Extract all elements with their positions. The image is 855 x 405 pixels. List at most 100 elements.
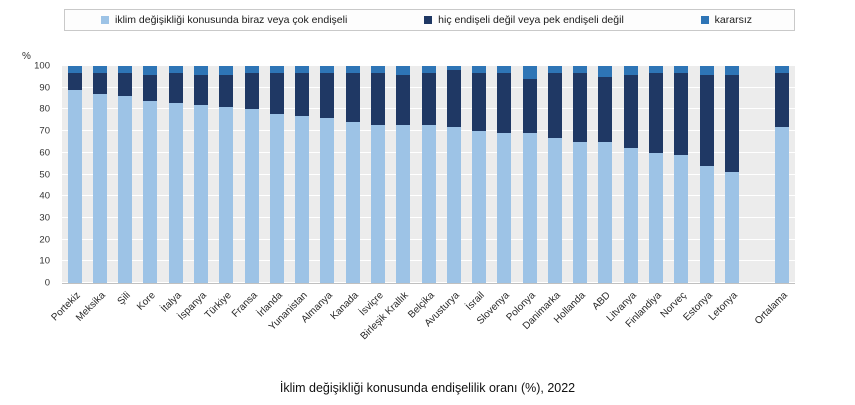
bar-segment — [648, 72, 663, 153]
bar-segment — [244, 66, 259, 73]
y-tick-label: 0 — [44, 277, 50, 289]
bar-segment — [724, 74, 739, 173]
y-tick-label: 60 — [39, 147, 50, 159]
bar-segment — [598, 76, 613, 142]
bar-segment — [522, 66, 537, 80]
bar-segment — [674, 154, 689, 283]
legend: iklim değişikliği konusunda biraz veya ç… — [64, 9, 795, 31]
bar-segment — [295, 115, 310, 283]
bar-segment — [295, 66, 310, 73]
bar-segment — [219, 107, 234, 283]
bar-segment — [472, 72, 487, 132]
legend-swatch-icon — [424, 16, 433, 24]
bar-segment — [674, 66, 689, 73]
bar-segment — [547, 72, 562, 138]
bar-türkiye — [219, 66, 234, 283]
bar-slovenya — [497, 66, 512, 283]
bar-segment — [497, 133, 512, 283]
bar-danimarka — [547, 66, 562, 283]
bar-segment — [370, 72, 385, 125]
bar-segment — [320, 66, 335, 73]
bar-segment — [345, 72, 360, 123]
bar-kanada — [345, 66, 360, 283]
bar-segment — [370, 66, 385, 73]
bar-segment — [118, 96, 133, 283]
bar-segment — [547, 66, 562, 73]
bar-segment — [497, 72, 512, 134]
bar-segment — [244, 109, 259, 283]
bar-segment — [396, 124, 411, 283]
y-tick-label: 90 — [39, 82, 50, 94]
bar-segment — [522, 79, 537, 134]
bar-abd — [598, 66, 613, 283]
bar-segment — [396, 66, 411, 75]
bar-i̇srail — [472, 66, 487, 283]
bar-segment — [421, 124, 436, 283]
bar-segment — [674, 72, 689, 155]
bar-segment — [269, 66, 284, 73]
bar-segment — [67, 72, 82, 90]
y-tick-label: 50 — [39, 169, 50, 180]
plot-area — [62, 65, 795, 284]
y-tick-label: 40 — [39, 190, 50, 202]
bar-segment — [573, 66, 588, 73]
y-tick-label: 10 — [39, 255, 50, 267]
bar-segment — [345, 66, 360, 73]
bar-segment — [598, 66, 613, 77]
bar-segment — [118, 66, 133, 73]
bar-segment — [623, 148, 638, 283]
y-tick-label: 20 — [39, 234, 50, 246]
bar-segment — [320, 72, 335, 119]
legend-item-1: hiç endişeli değil veya pek endişeli değ… — [424, 14, 624, 26]
y-tick-label: 100 — [34, 60, 50, 72]
bar-estonya — [699, 66, 714, 283]
bar-segment — [320, 118, 335, 283]
bar-segment — [168, 102, 183, 283]
bar-segment — [67, 89, 82, 283]
x-axis-labels: Portekiz Meksika Şili Kore İtalya İspanya Türk… — [49, 284, 795, 374]
bar-segment — [244, 72, 259, 110]
bar-almanya — [320, 66, 335, 283]
bar-segment — [143, 100, 158, 283]
bar-segment — [345, 122, 360, 283]
bar-segment — [775, 72, 790, 127]
legend-label: kararsız — [714, 14, 752, 26]
bar-kore — [143, 66, 158, 283]
bar-segment — [295, 72, 310, 116]
y-axis: 0 10 20 30 40 50 60 70 80 90 100 — [0, 61, 56, 289]
bar-segment — [648, 152, 663, 283]
bar-segment — [623, 74, 638, 149]
bar-avusturya — [446, 66, 461, 283]
bar-segment — [269, 113, 284, 283]
legend-swatch-icon — [101, 16, 109, 24]
bar-segment — [573, 72, 588, 142]
bar-segment — [472, 131, 487, 283]
bar-segment — [396, 74, 411, 125]
bar-segment — [699, 74, 714, 166]
bar-meksika — [92, 66, 107, 283]
bar-segment — [724, 66, 739, 75]
bar-ortalama — [775, 66, 790, 283]
bar-norveç — [674, 66, 689, 283]
bar-birleşik-krallık — [396, 66, 411, 283]
bar-segment — [598, 141, 613, 283]
bar-i̇rlanda — [269, 66, 284, 283]
bar-segment — [143, 74, 158, 101]
y-tick-label: 70 — [39, 125, 50, 137]
y-tick-label: 30 — [39, 212, 50, 224]
bar-segment — [194, 74, 209, 106]
bar-portekiz — [67, 66, 82, 283]
bar-segment — [421, 66, 436, 73]
bar-segment — [472, 66, 487, 73]
chart-title: İklim değişikliği konusunda endişelilik … — [279, 381, 576, 395]
bar-segment — [522, 133, 537, 283]
bar-segment — [168, 72, 183, 103]
bar-segment — [446, 66, 461, 71]
bar-hollanda — [573, 66, 588, 283]
legend-swatch-icon — [700, 16, 709, 24]
bar-segment — [143, 66, 158, 75]
bar-i̇talya — [168, 66, 183, 283]
bar-finlandiya — [648, 66, 663, 283]
bar-segment — [775, 66, 790, 73]
